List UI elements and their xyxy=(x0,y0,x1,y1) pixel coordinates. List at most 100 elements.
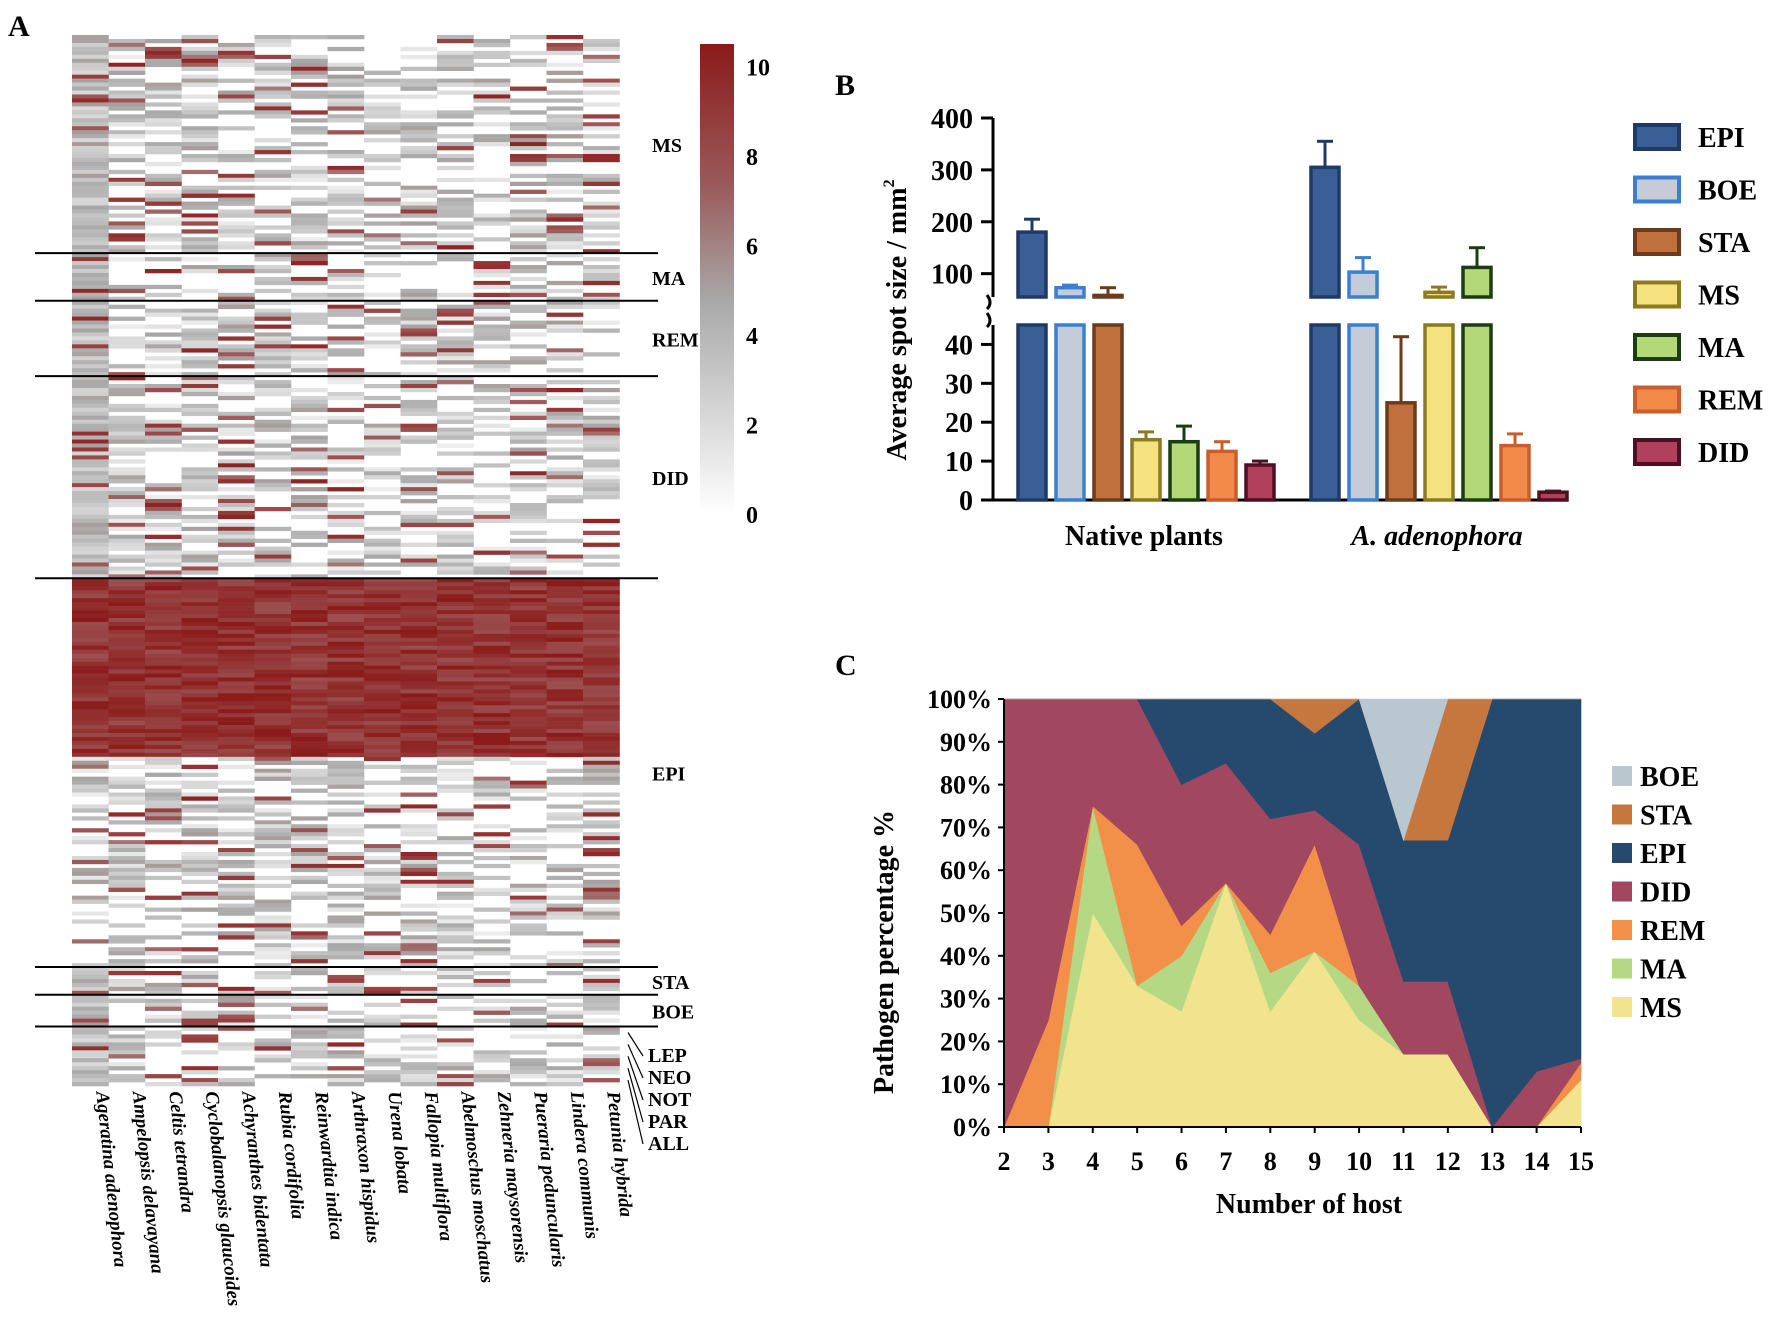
heatmap-cell xyxy=(218,352,255,357)
heatmap-cell xyxy=(72,237,109,242)
heatmap-cell xyxy=(400,947,438,952)
heatmap-cell xyxy=(364,859,401,865)
heatmap-cell xyxy=(254,629,292,635)
heatmap-cell xyxy=(327,407,365,413)
heatmap-cell xyxy=(510,58,547,64)
heatmap-cell xyxy=(364,855,401,861)
heatmap-cell xyxy=(364,879,401,885)
heatmap-cell xyxy=(437,637,474,643)
heatmap-cell xyxy=(327,772,365,777)
panel-b-letter: B xyxy=(835,69,855,102)
heatmap-cell xyxy=(400,46,438,52)
heatmap-cell xyxy=(583,1030,620,1035)
heatmap-cell xyxy=(218,58,255,64)
heatmap-cell xyxy=(583,832,620,837)
heatmap-cell xyxy=(510,586,547,591)
heatmap-cell xyxy=(327,863,365,869)
heatmap-cell xyxy=(291,733,328,738)
heatmap-cell xyxy=(327,871,365,877)
heatmap-cell xyxy=(254,360,292,365)
heatmap-cell xyxy=(291,855,328,861)
heatmap-cell xyxy=(473,1070,511,1075)
heatmap-cell xyxy=(72,518,109,524)
heatmap-cell xyxy=(510,98,547,103)
heatmap-cell xyxy=(400,804,438,809)
heatmap-cell xyxy=(72,439,109,444)
heatmap-cell xyxy=(145,257,182,262)
heatmap-cell xyxy=(473,673,511,678)
heatmap-cell xyxy=(546,875,584,881)
heatmap-cell xyxy=(473,423,511,428)
heatmap-cell xyxy=(473,518,511,524)
heatmap-cell xyxy=(72,181,109,187)
heatmap-cell xyxy=(254,740,292,746)
heatmap-cell xyxy=(400,911,438,916)
heatmap-cell xyxy=(72,558,109,563)
area-x-tick-label: 7 xyxy=(1219,1147,1232,1176)
heatmap-cell xyxy=(291,197,328,202)
heatmap-cell xyxy=(291,58,328,64)
heatmap-cell xyxy=(510,538,547,543)
heatmap-cell xyxy=(181,974,219,980)
heatmap-cell xyxy=(473,855,511,861)
heatmap-cell xyxy=(510,895,547,900)
heatmap-cell xyxy=(473,756,511,762)
heatmap-cell xyxy=(437,1026,474,1031)
heatmap-cell xyxy=(108,701,146,706)
heatmap-cell xyxy=(254,713,292,718)
heatmap-cell xyxy=(583,328,620,333)
heatmap-cell xyxy=(291,280,328,286)
heatmap-cell xyxy=(254,308,292,313)
heatmap-cell xyxy=(291,760,328,766)
heatmap-cell xyxy=(510,907,547,912)
heatmap-cell xyxy=(510,748,547,754)
heatmap-cell xyxy=(546,439,584,444)
heatmap-cell xyxy=(583,146,620,151)
heatmap-cell xyxy=(108,784,146,789)
heatmap-cell xyxy=(327,130,365,135)
bar xyxy=(1499,443,1531,502)
heatmap-cell xyxy=(181,205,219,210)
heatmap-cell xyxy=(145,1074,182,1079)
heatmap-cell xyxy=(181,514,219,520)
heatmap-cell xyxy=(72,840,109,845)
heatmap-cell xyxy=(546,748,584,754)
heatmap-cell xyxy=(72,816,109,821)
heatmap-cell xyxy=(181,82,219,87)
heatmap-cell xyxy=(510,332,547,337)
heatmap-cell xyxy=(291,368,328,373)
heatmap-cell xyxy=(327,292,365,298)
heatmap-cell xyxy=(181,649,219,655)
heatmap-cell xyxy=(108,677,146,682)
heatmap-cell xyxy=(181,610,219,615)
heatmap-cell xyxy=(254,677,292,682)
heatmap-cell xyxy=(218,538,255,543)
area-x-tick-label: 6 xyxy=(1175,1147,1188,1176)
heatmap-cell xyxy=(108,740,146,746)
heatmap-cell xyxy=(400,1066,438,1071)
heatmap-cell xyxy=(72,54,109,60)
heatmap-cell xyxy=(583,213,620,218)
heatmap-cell xyxy=(546,1074,584,1079)
heatmap-cell xyxy=(327,229,365,234)
heatmap-cell xyxy=(291,185,328,190)
heatmap-cell xyxy=(546,431,584,436)
heatmap-cell xyxy=(327,602,365,607)
heatmap-cell xyxy=(145,951,182,956)
heatmap-cell xyxy=(546,1078,584,1083)
heatmap-cell xyxy=(181,1038,219,1043)
heatmap-cell xyxy=(437,641,474,647)
heatmap-cell xyxy=(364,990,401,996)
heatmap-cell xyxy=(546,387,584,393)
heatmap-cell xyxy=(72,229,109,234)
heatmap-cell xyxy=(364,431,401,436)
heatmap-cell xyxy=(546,324,584,329)
heatmap-cell xyxy=(546,673,584,678)
heatmap-small-group-leader xyxy=(627,1068,644,1123)
heatmap-cell xyxy=(108,372,146,377)
heatmap-cell xyxy=(108,947,146,952)
heatmap-cell xyxy=(145,764,182,770)
heatmap-cell xyxy=(108,558,146,563)
area-chart-series xyxy=(1003,698,1582,1128)
heatmap-cell xyxy=(473,578,511,583)
